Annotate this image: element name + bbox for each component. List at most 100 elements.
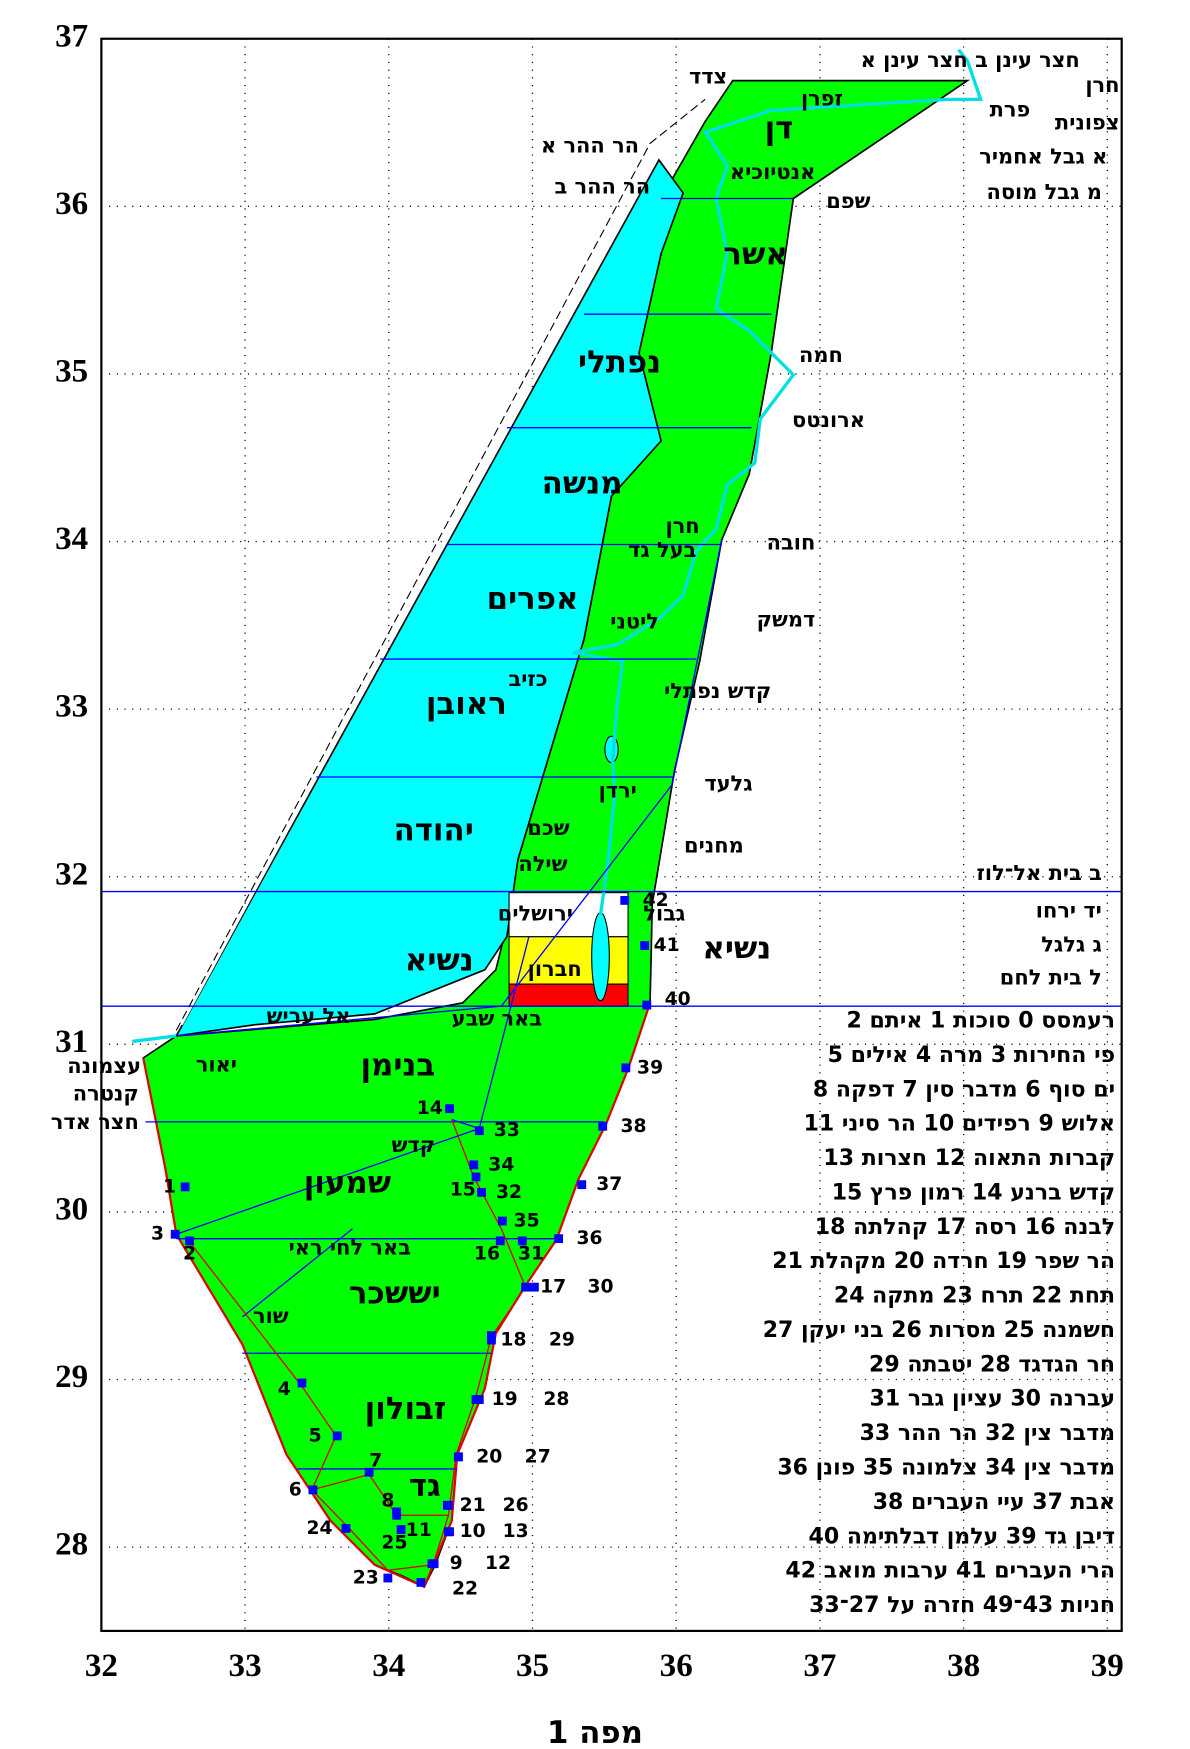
station-label: 32 <box>496 1182 522 1203</box>
x-tick-label: 34 <box>372 1648 405 1684</box>
region-label: נשיא <box>702 930 771 966</box>
station-label: 29 <box>549 1330 575 1351</box>
map-title: מפה 1 <box>547 1715 643 1749</box>
place-label: דמשק <box>757 608 816 632</box>
legend-line: הרי העברים 41 ערבות מואב 42 <box>785 1559 1115 1584</box>
legend-line: חניות 43־49 חזרה על 27־33 <box>809 1593 1115 1618</box>
legend-line: ים סוף 6 מדבר סין 7 דפקה 8 <box>813 1077 1115 1102</box>
y-tick-label: 34 <box>55 521 88 557</box>
place-label: חצר עינן ב חצר עינן א <box>861 48 1080 72</box>
place-label: מ גבל מוסה <box>986 180 1101 204</box>
y-tick-label: 36 <box>55 186 88 222</box>
legend-line: עברנה 30 עציון גבר 31 <box>870 1387 1116 1412</box>
station-label: 20 <box>476 1446 502 1467</box>
place-label: אנטיוכיא <box>730 160 816 184</box>
region-label: בנימן <box>360 1047 435 1083</box>
coast-line <box>181 154 657 1026</box>
station-label: 33 <box>494 1120 520 1141</box>
place-label: שפם <box>826 189 870 213</box>
legend-line: פי החירות 3 מרה 4 אילים 5 <box>828 1043 1115 1068</box>
station-marker <box>453 1452 463 1462</box>
region-label: ראובן <box>426 686 507 722</box>
station-marker <box>621 1063 631 1073</box>
station-marker <box>364 1467 374 1477</box>
station-marker <box>392 1510 402 1520</box>
station-label: 26 <box>503 1495 529 1516</box>
place-label: חצר אדר <box>51 1110 139 1134</box>
latitude-lines <box>101 197 1122 1470</box>
region-label: יששכר <box>349 1275 441 1311</box>
legend-line: אבת 37 עיי העברים 38 <box>873 1490 1115 1515</box>
place-label: בעל גד <box>628 538 696 562</box>
place-label: יד ירחו <box>1036 898 1102 922</box>
station-label: 27 <box>525 1446 551 1467</box>
station-marker <box>396 1525 406 1534</box>
place-label: יאור <box>196 1053 237 1077</box>
station-marker <box>416 1578 426 1587</box>
station-label: 2 <box>183 1244 196 1265</box>
station-label: 6 <box>289 1479 302 1500</box>
place-label: הר ההר ב <box>554 174 650 198</box>
region-label: אפרים <box>487 581 579 617</box>
station-label: 14 <box>417 1098 443 1119</box>
station-marker <box>620 895 630 905</box>
station-label: 30 <box>587 1277 613 1298</box>
legend-line: מדבר צין 34 צלמונה 35 פונן 36 <box>777 1456 1115 1481</box>
place-label: כזיב <box>508 667 547 691</box>
station-marker <box>442 1500 452 1510</box>
station-label: 40 <box>665 989 691 1010</box>
station-label: 17 <box>540 1277 566 1298</box>
place-label: קדש נפתלי <box>664 679 771 703</box>
station-marker <box>529 1282 539 1292</box>
station-label: 39 <box>637 1057 663 1078</box>
station-label: 1 <box>163 1176 176 1197</box>
place-label: מחנים <box>684 833 744 857</box>
box <box>508 892 629 938</box>
region-label: שמעון <box>304 1165 392 1201</box>
station-label: 31 <box>518 1244 544 1265</box>
station-marker <box>598 1121 608 1131</box>
y-tick-label: 31 <box>55 1024 88 1060</box>
legend-line: תחת 22 תרח 23 מתקה 24 <box>834 1284 1115 1309</box>
station-label: 42 <box>643 890 669 911</box>
place-label: צפונית <box>1055 111 1120 135</box>
place-label: חרן <box>1085 73 1119 97</box>
legend-line: אלוש 9 רפידים 10 הר סיני 11 <box>804 1112 1115 1137</box>
place-label: עצמונה <box>67 1054 141 1078</box>
station-label: 38 <box>621 1116 647 1137</box>
station-marker <box>554 1234 564 1244</box>
y-tick-label: 33 <box>55 689 88 725</box>
station-marker <box>498 1216 507 1226</box>
station-label: 36 <box>576 1228 602 1249</box>
station-marker <box>577 1180 587 1190</box>
station-marker <box>474 1126 484 1136</box>
place-label: זפרן <box>801 86 843 110</box>
legend-line: רעמסס 0 סוכות 1 איתם 2 <box>846 1009 1115 1034</box>
x-tick-label: 36 <box>660 1648 693 1684</box>
region-label: גד <box>409 1468 441 1504</box>
station-marker <box>640 941 649 950</box>
region-label: נשיא <box>405 943 474 979</box>
place-label: ג גלגל <box>1041 933 1102 957</box>
station-label: 28 <box>543 1389 569 1410</box>
station-label: 15 <box>450 1180 476 1201</box>
y-tick-label: 28 <box>55 1527 88 1563</box>
box <box>508 983 629 1007</box>
station-marker <box>341 1524 351 1533</box>
station-label: 35 <box>514 1211 540 1232</box>
place-label: צדד <box>689 64 727 88</box>
station-marker <box>383 1573 393 1583</box>
station-label: 23 <box>353 1568 379 1589</box>
station-label: 19 <box>492 1389 518 1410</box>
x-tick-label: 33 <box>229 1648 262 1684</box>
station-marker <box>474 1395 484 1404</box>
place-label: שילה <box>518 852 567 876</box>
region-label: דן <box>765 111 794 147</box>
place-label: אל עריש <box>267 1004 351 1028</box>
station-label: 8 <box>381 1490 394 1511</box>
y-tick-label: 35 <box>55 354 88 390</box>
station-label: 9 <box>450 1553 463 1574</box>
station-label: 24 <box>307 1518 333 1539</box>
place-label: הר ההר א <box>541 134 639 158</box>
y-tick-label: 29 <box>55 1359 88 1395</box>
